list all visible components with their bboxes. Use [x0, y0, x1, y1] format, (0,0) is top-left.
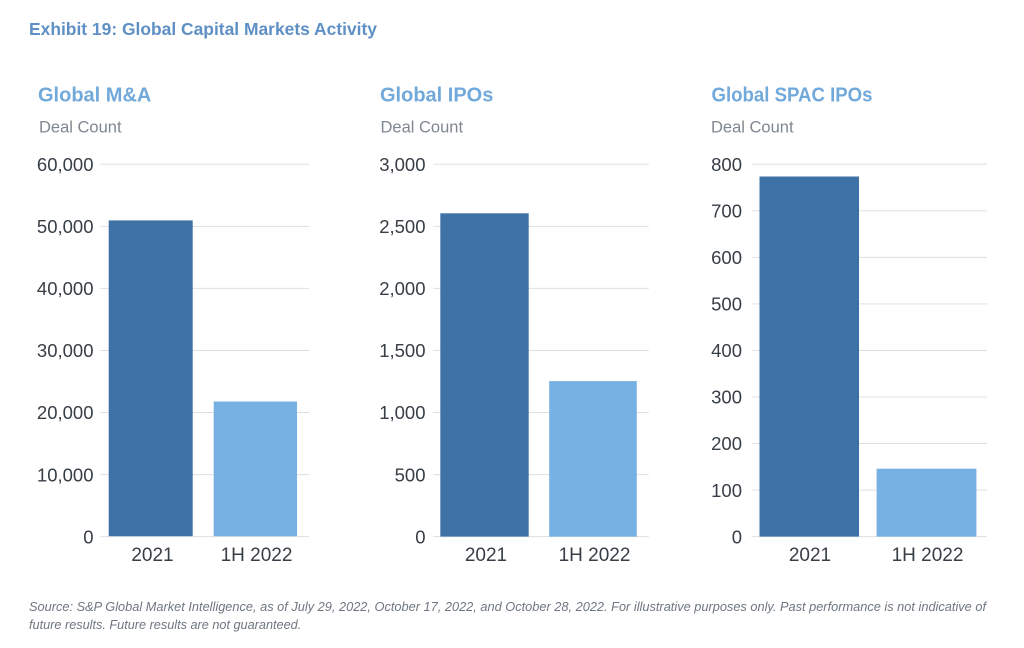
svg-text:40,000: 40,000 — [37, 278, 94, 299]
svg-text:Global IPOs: Global IPOs — [380, 85, 493, 107]
svg-text:Deal Count: Deal Count — [711, 119, 794, 137]
svg-text:400: 400 — [711, 340, 742, 361]
svg-text:future results. Future results: future results. Future results are not g… — [29, 618, 301, 632]
svg-text:60,000: 60,000 — [37, 154, 94, 175]
svg-text:2,000: 2,000 — [379, 278, 425, 299]
svg-text:2021: 2021 — [131, 545, 173, 566]
svg-text:500: 500 — [711, 294, 742, 315]
svg-text:700: 700 — [711, 201, 742, 222]
svg-text:300: 300 — [711, 387, 742, 408]
svg-text:Exhibit 19: Global Capital Mar: Exhibit 19: Global Capital Markets Activ… — [29, 19, 377, 39]
svg-text:2,500: 2,500 — [379, 216, 425, 237]
svg-text:0: 0 — [83, 526, 93, 547]
svg-text:30,000: 30,000 — [37, 340, 94, 361]
svg-text:0: 0 — [415, 526, 425, 547]
svg-text:100: 100 — [711, 480, 742, 501]
svg-text:1,500: 1,500 — [379, 340, 425, 361]
svg-text:Deal Count: Deal Count — [39, 119, 122, 137]
svg-text:0: 0 — [732, 526, 742, 547]
svg-text:800: 800 — [711, 154, 742, 175]
svg-text:2021: 2021 — [789, 545, 831, 566]
svg-text:1,000: 1,000 — [379, 402, 425, 423]
svg-text:20,000: 20,000 — [37, 402, 94, 423]
svg-text:200: 200 — [711, 433, 742, 454]
svg-text:Deal Count: Deal Count — [381, 119, 464, 137]
svg-text:1H 2022: 1H 2022 — [221, 545, 293, 566]
svg-text:3,000: 3,000 — [379, 154, 425, 175]
svg-text:10,000: 10,000 — [37, 464, 94, 485]
svg-text:1H 2022: 1H 2022 — [559, 545, 631, 566]
svg-text:500: 500 — [395, 464, 426, 485]
svg-text:Global M&A: Global M&A — [38, 85, 151, 107]
svg-text:50,000: 50,000 — [37, 216, 94, 237]
svg-text:600: 600 — [711, 247, 742, 268]
svg-text:1H 2022: 1H 2022 — [892, 545, 964, 566]
svg-text:Source: S&P Global Market Inte: Source: S&P Global Market Intelligence, … — [29, 600, 987, 614]
svg-text:Global SPAC IPOs: Global SPAC IPOs — [712, 85, 873, 107]
svg-text:2021: 2021 — [465, 545, 507, 566]
